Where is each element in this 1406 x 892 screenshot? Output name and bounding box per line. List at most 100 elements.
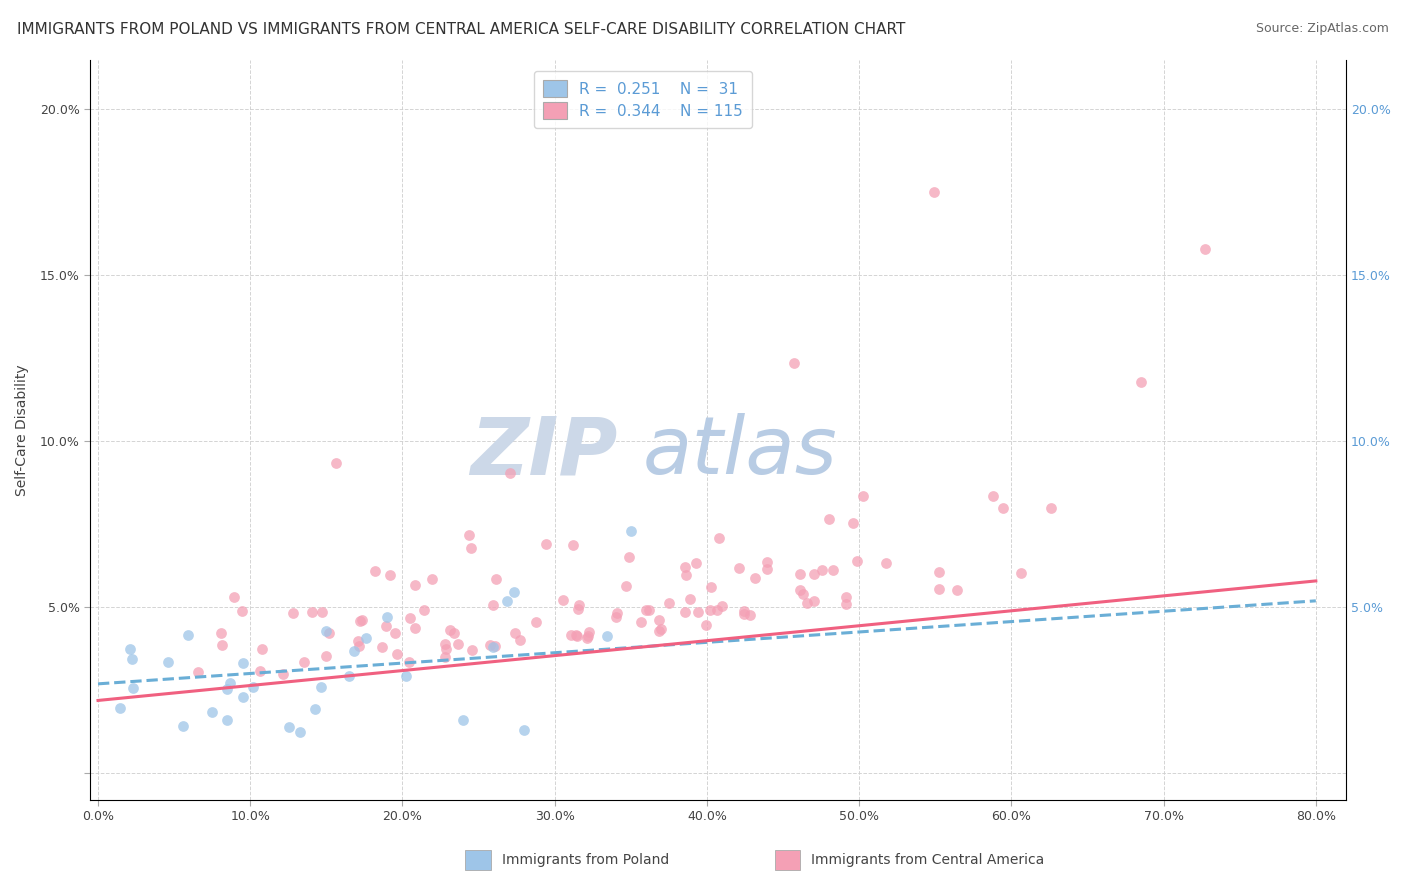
Point	[349, 614, 371, 628]
Point	[350, 613, 373, 627]
Point	[278, 721, 301, 735]
Point	[578, 624, 600, 639]
Point	[217, 714, 239, 728]
Point	[384, 626, 406, 640]
Point	[803, 594, 825, 608]
Point	[699, 603, 721, 617]
Point	[706, 603, 728, 617]
Point	[347, 633, 370, 648]
Point	[232, 690, 254, 704]
Point	[614, 579, 637, 593]
Point	[1039, 500, 1062, 515]
Point	[434, 650, 457, 665]
Point	[249, 665, 271, 679]
Point	[673, 605, 696, 619]
Point	[565, 628, 588, 642]
Point	[122, 681, 145, 696]
Point	[187, 665, 209, 680]
Point	[433, 637, 456, 651]
Point	[536, 537, 558, 551]
Point	[852, 489, 875, 503]
Point	[835, 590, 858, 604]
Point	[673, 560, 696, 574]
Point	[211, 638, 233, 652]
Point	[172, 719, 194, 733]
Point	[811, 563, 834, 577]
Point	[209, 626, 232, 640]
Point	[337, 669, 360, 683]
Point	[315, 648, 337, 663]
Point	[834, 597, 856, 611]
Text: Immigrants from Poland: Immigrants from Poland	[502, 853, 669, 867]
Point	[648, 624, 671, 638]
Point	[347, 639, 370, 653]
Point	[922, 186, 945, 200]
Point	[484, 572, 506, 586]
Point	[325, 456, 347, 470]
Point	[513, 723, 536, 738]
Point	[733, 607, 755, 621]
Point	[290, 725, 312, 739]
Point	[744, 571, 766, 585]
Point	[789, 566, 811, 581]
Point	[404, 578, 426, 592]
Point	[460, 541, 482, 555]
Point	[617, 549, 640, 564]
Point	[818, 512, 841, 526]
Point	[395, 668, 418, 682]
Point	[821, 563, 844, 577]
Point	[675, 567, 697, 582]
Point	[292, 655, 315, 669]
Point	[380, 568, 402, 582]
Point	[482, 640, 505, 654]
Point	[567, 629, 589, 643]
Point	[503, 626, 526, 640]
Point	[157, 655, 180, 669]
Point	[443, 625, 465, 640]
Point	[242, 680, 264, 694]
Point	[120, 641, 142, 656]
Point	[231, 604, 253, 618]
Point	[688, 605, 710, 619]
Point	[108, 701, 131, 715]
Point	[453, 714, 475, 728]
Point	[648, 613, 671, 627]
Point	[796, 596, 818, 610]
Point	[803, 566, 825, 581]
Point	[404, 622, 426, 636]
Point	[439, 623, 461, 637]
Point	[756, 556, 779, 570]
Point	[479, 638, 502, 652]
Point	[311, 605, 333, 619]
Point	[398, 655, 420, 669]
Point	[946, 583, 969, 598]
Point	[567, 602, 589, 616]
Point	[728, 561, 751, 575]
Point	[845, 554, 868, 568]
Point	[991, 500, 1014, 515]
Point	[177, 628, 200, 642]
Point	[562, 538, 585, 552]
Point	[503, 585, 526, 599]
Point	[650, 622, 672, 636]
Point	[789, 582, 811, 597]
Point	[928, 566, 950, 580]
Point	[219, 676, 242, 690]
Point	[434, 642, 457, 657]
Point	[637, 603, 659, 617]
Point	[447, 637, 470, 651]
Point	[375, 619, 398, 633]
Point	[301, 605, 323, 619]
Point	[606, 606, 628, 620]
Point	[315, 624, 337, 638]
Point	[738, 607, 761, 622]
Y-axis label: Self-Care Disability: Self-Care Disability	[15, 364, 30, 496]
Point	[387, 647, 409, 661]
Point	[1010, 566, 1032, 581]
Point	[620, 524, 643, 538]
Point	[679, 592, 702, 607]
Point	[685, 557, 707, 571]
Point	[304, 702, 326, 716]
Point	[605, 610, 627, 624]
Point	[215, 682, 238, 697]
